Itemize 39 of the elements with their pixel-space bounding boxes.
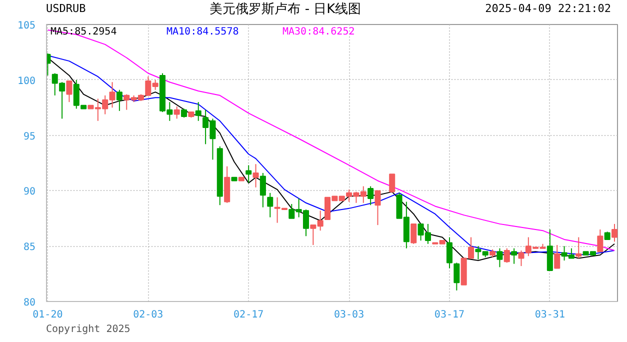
x-tick-label: 02-17 (234, 310, 264, 320)
candlestick (195, 102, 202, 122)
candlestick (267, 192, 274, 218)
y-tick-label: 90 (23, 186, 36, 198)
candlestick (612, 223, 618, 242)
candlestick (576, 236, 582, 259)
candlestick (174, 106, 180, 120)
candlestick (496, 248, 503, 268)
candlestick (446, 236, 452, 269)
chart-subtitle: USDRUB (46, 1, 86, 17)
candlestick (246, 164, 252, 184)
candlestick (116, 89, 122, 112)
chart-title: 美元俄罗斯卢布 - 日K线图 (210, 1, 362, 19)
candlestick (597, 228, 604, 252)
x-tick-label: 03-17 (434, 310, 465, 320)
x-tick-label: 03-31 (534, 310, 565, 320)
x-tick-label: 02-03 (133, 310, 164, 320)
candlestick (554, 244, 560, 269)
candlestick (454, 262, 460, 291)
x-tick-label: 01-20 (32, 310, 63, 320)
candlestick (410, 223, 417, 244)
text: 2025-04-09 22:21:02 (485, 1, 611, 17)
y-tick-label: 100 (17, 76, 36, 87)
y-tick-label: 85 (23, 242, 36, 254)
candlestick (504, 248, 510, 264)
candlestick (389, 174, 396, 194)
text: MA30:84.6252 (282, 26, 355, 38)
text: MA10:84.5578 (166, 26, 239, 38)
candlestick (66, 80, 72, 103)
text: Copyright 2025 (45, 323, 132, 337)
candlestick (374, 190, 381, 226)
candlestick (511, 248, 518, 264)
y-tick-label: 95 (23, 131, 36, 142)
y-tick-label: 105 (17, 20, 36, 32)
candlestick (260, 172, 266, 208)
y-tick-label: 80 (23, 298, 36, 308)
x-tick-label: 03-03 (334, 310, 364, 320)
candlestick (252, 164, 259, 188)
candlestick (368, 186, 374, 206)
